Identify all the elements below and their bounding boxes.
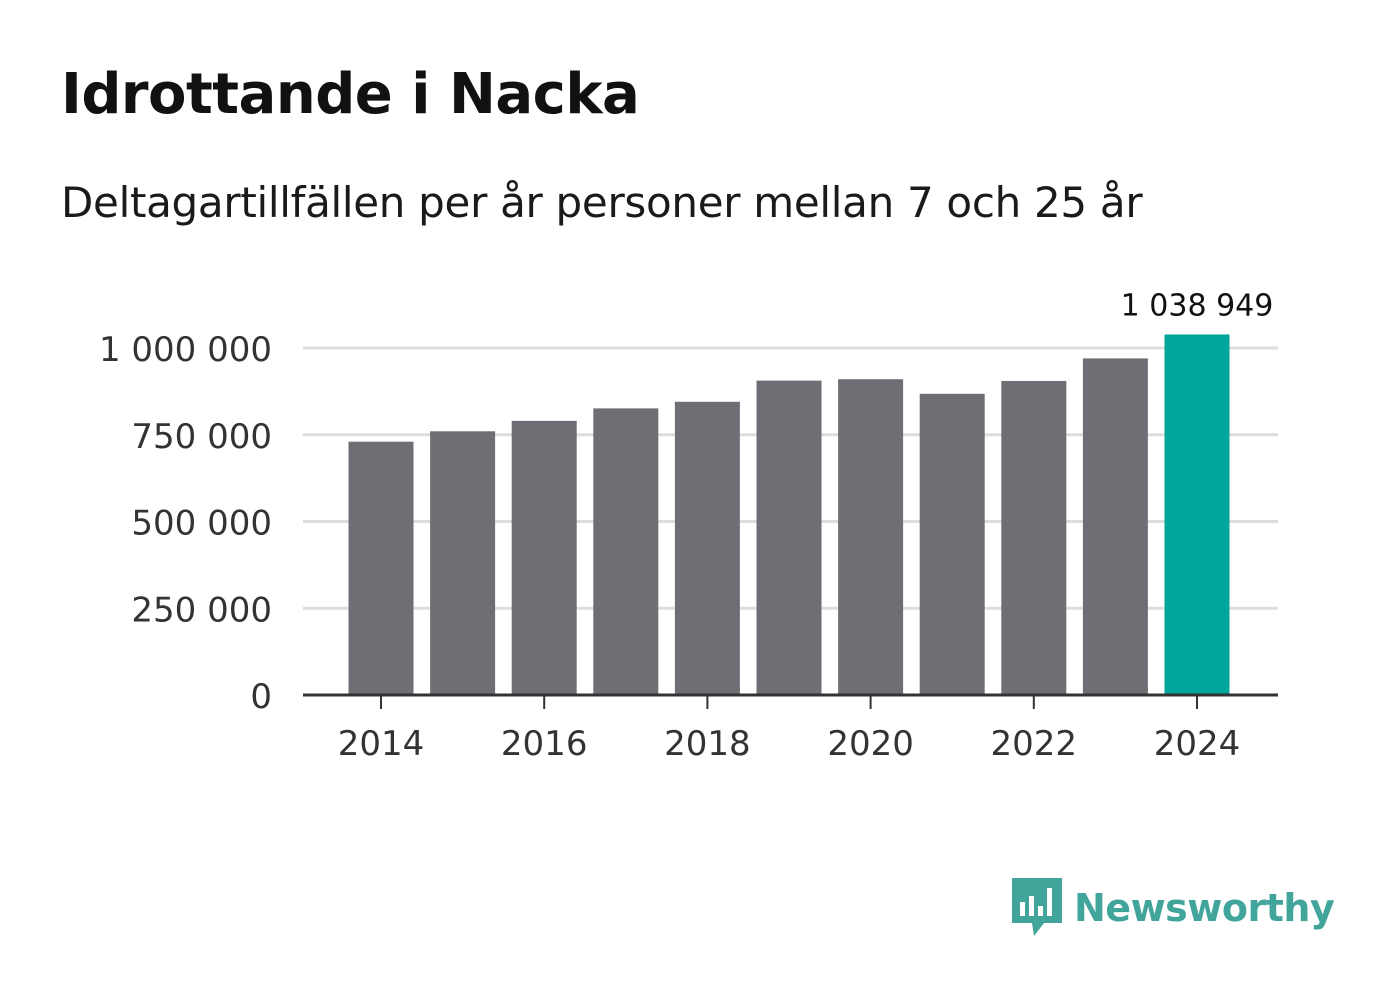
bar-2014: [348, 441, 414, 695]
x-tick-label: 2018: [664, 724, 751, 764]
bars: [348, 334, 1230, 695]
chart-subtitle: Deltagartillfällen per år personer mella…: [61, 178, 1143, 227]
data-label-2024: 1 038 949: [1121, 288, 1274, 323]
x-tick-label: 2022: [991, 724, 1078, 764]
brand-name: Newsworthy: [1074, 886, 1335, 930]
bar-2021: [919, 393, 985, 695]
bar-2015: [430, 431, 496, 695]
data-labels: 1 038 949: [1121, 288, 1274, 323]
bar-2022: [1001, 380, 1067, 695]
y-tick-label: 750 000: [131, 417, 272, 457]
x-tick-label: 2016: [501, 724, 588, 764]
newsworthy-logo: Newsworthy: [1012, 878, 1335, 938]
y-tick-label: 250 000: [131, 590, 272, 630]
chart-title: Idrottande i Nacka: [61, 62, 640, 127]
bar-2017: [593, 408, 659, 695]
bar-2024: [1164, 334, 1230, 695]
bar-2020: [838, 379, 904, 695]
x-tick-label: 2020: [827, 724, 914, 764]
y-tick-label: 500 000: [131, 504, 272, 544]
x-tick-label: 2024: [1154, 724, 1241, 764]
y-axis-labels: 0 250 000 500 000 750 000 1 000 000: [99, 330, 272, 717]
bar-2016: [511, 420, 577, 695]
y-tick-label: 0: [250, 677, 272, 717]
y-tick-label: 1 000 000: [99, 330, 272, 370]
bar-2019: [756, 380, 822, 695]
bar-2018: [674, 401, 740, 695]
x-tick-label: 2014: [338, 724, 425, 764]
x-axis-labels: 2014 2016 2018 2020 2022 2024: [338, 695, 1241, 764]
bar-2023: [1082, 358, 1148, 695]
bar-chart-speech-bubble-icon: [1012, 878, 1062, 936]
